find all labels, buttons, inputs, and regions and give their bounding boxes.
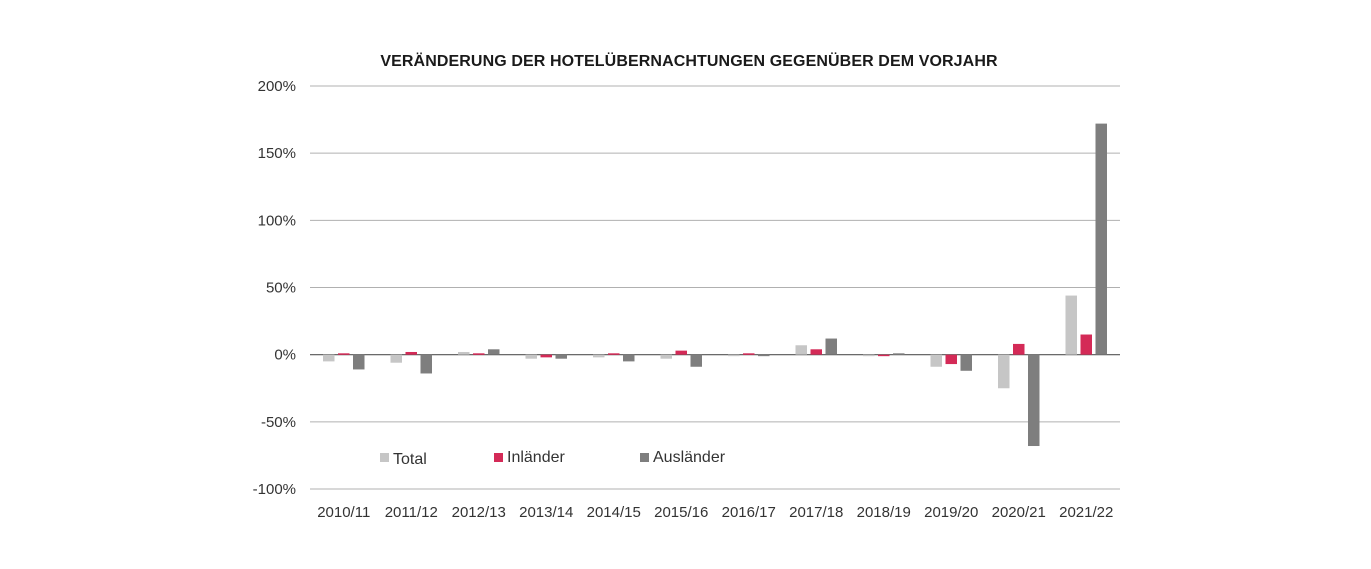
bar-ausländer: [555, 354, 567, 359]
bar-total: [728, 354, 740, 357]
bar-inländer: [1013, 343, 1025, 355]
legend: Total Inländer Ausländer: [380, 449, 726, 468]
x-tick-label: 2019/20: [924, 504, 978, 521]
bar-ausländer: [1028, 354, 1040, 447]
bar-total: [863, 354, 875, 357]
bar-total: [525, 354, 537, 359]
bar-total: [795, 345, 807, 355]
x-tick-label: 2016/17: [722, 504, 776, 521]
y-tick-label: -50%: [261, 414, 296, 431]
bar-inländer: [675, 350, 687, 355]
x-tick-label: 2010/11: [317, 504, 370, 521]
y-tick-label: 150%: [258, 145, 296, 162]
bar-total: [458, 351, 470, 355]
bar-total: [593, 354, 605, 358]
bar-ausländer: [690, 354, 702, 367]
bar-inländer: [473, 353, 485, 355]
axes: 200% 150% 100% 50% 0% -50% -100% 2010/11 2011/12…: [253, 78, 1114, 521]
y-tick-label: -100%: [253, 481, 296, 498]
y-tick-label: 0%: [274, 347, 296, 364]
bar-ausländer: [420, 354, 432, 374]
bar-total: [660, 354, 672, 359]
bar-inländer: [338, 353, 350, 355]
bar-ausländer: [825, 338, 837, 355]
gridlines: [310, 85, 1120, 490]
y-tick-label: 50%: [266, 280, 296, 297]
bar-inländer: [608, 353, 620, 355]
x-tick-label: 2018/19: [857, 504, 911, 521]
legend-label: Inländer: [507, 449, 565, 466]
bar-total: [930, 354, 942, 367]
legend-swatch: [494, 453, 503, 462]
y-tick-label: 100%: [258, 212, 296, 229]
bar-inländer: [945, 354, 957, 365]
x-tick-label: 2012/13: [452, 504, 506, 521]
bar-ausländer: [758, 354, 770, 357]
bar-inländer: [405, 351, 417, 355]
chart-title: VERÄNDERUNG DER HOTELÜBERNACHTUNGEN GEGE…: [380, 53, 998, 70]
bar-inländer: [810, 349, 822, 355]
bars: [323, 123, 1107, 447]
bar-inländer: [878, 354, 890, 357]
x-tick-label: 2014/15: [587, 504, 641, 521]
legend-swatch: [380, 453, 389, 462]
bar-ausländer: [960, 354, 972, 371]
bar-total: [323, 354, 335, 362]
bar-ausländer: [893, 353, 905, 355]
bar-ausländer: [1095, 123, 1107, 355]
y-tick-label: 200%: [258, 78, 296, 95]
x-tick-label: 2021/22: [1059, 504, 1113, 521]
x-tick-label: 2017/18: [789, 504, 843, 521]
legend-label: Ausländer: [653, 449, 726, 466]
x-tick-label: 2013/14: [519, 504, 573, 521]
legend-swatch: [640, 453, 649, 462]
bar-ausländer: [623, 354, 635, 362]
x-tick-label: 2011/12: [385, 504, 438, 521]
bar-total: [390, 354, 402, 363]
x-tick-label: 2020/21: [992, 504, 1046, 521]
bar-inländer: [1080, 334, 1092, 355]
legend-label: Total: [393, 451, 427, 468]
bar-ausländer: [353, 354, 365, 370]
x-tick-label: 2015/16: [654, 504, 708, 521]
bar-ausländer: [488, 349, 500, 355]
bar-total: [1065, 295, 1077, 355]
bar-inländer: [743, 353, 755, 355]
bar-inländer: [540, 354, 552, 358]
bar-total: [998, 354, 1010, 389]
